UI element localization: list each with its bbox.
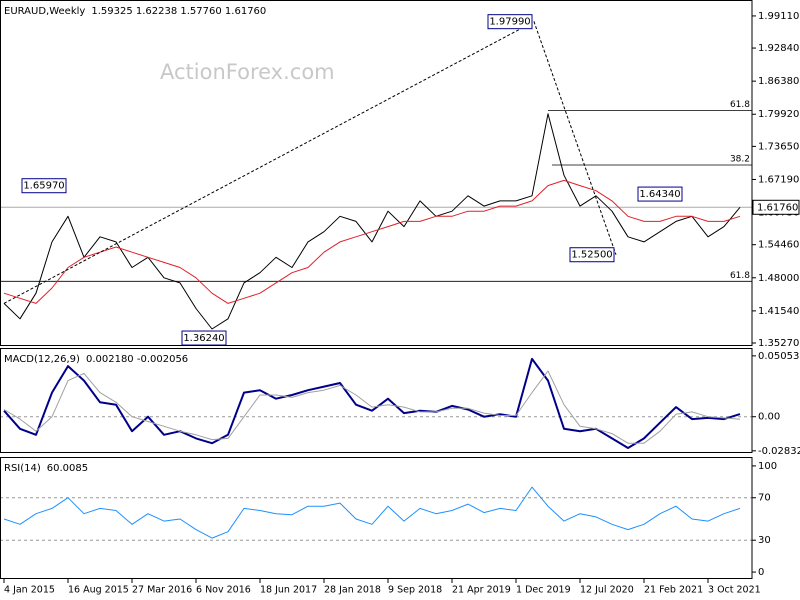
y-tick-label: 1.41540 xyxy=(758,306,799,317)
trend-line xyxy=(3,20,617,304)
subtitle: 1.59325 1.62238 1.57760 1.61760 xyxy=(91,6,266,17)
x-tick-label: 28 Jan 2018 xyxy=(324,585,381,596)
watermark: ActionForex.com xyxy=(160,60,335,84)
y-tick-label: -0.028323 xyxy=(758,446,800,457)
y-tick-label: 0 xyxy=(758,567,764,578)
y-tick-label: 0.05053 xyxy=(758,351,799,362)
series-line xyxy=(3,357,741,449)
title: EURAUD,Weekly xyxy=(4,6,85,17)
x-tick-label: 1 Dec 2019 xyxy=(516,585,571,596)
annotation-label: 1.36240 xyxy=(183,333,224,344)
x-tick-label: 16 Aug 2015 xyxy=(68,585,129,596)
y-tick-label: 1.79920 xyxy=(758,109,799,120)
fib-label: 61.8 xyxy=(730,271,750,281)
series-line xyxy=(3,113,741,330)
x-tick-label: 9 Sep 2018 xyxy=(388,585,442,596)
y-tick-label: 70 xyxy=(758,493,771,504)
label-box xyxy=(569,247,615,263)
title: MACD(12,26,9) xyxy=(4,354,80,365)
subtitle: 60.0085 xyxy=(47,463,88,474)
fib-label: 61.8 xyxy=(730,100,750,110)
series-line xyxy=(3,179,741,304)
x-tick-label: 27 Mar 2016 xyxy=(132,585,192,596)
label-box xyxy=(637,186,683,202)
annotation-label: 1.52500 xyxy=(571,250,612,261)
series-line xyxy=(3,370,741,444)
y-tick-label: 1.92840 xyxy=(758,43,799,54)
x-tick-label: 6 Nov 2016 xyxy=(196,585,251,596)
y-tick-label: 1.99110 xyxy=(758,11,799,22)
label-box xyxy=(21,178,67,194)
x-tick-label: 4 Jan 2015 xyxy=(4,585,55,596)
series-line xyxy=(3,486,741,539)
x-tick-label: 12 Jul 2020 xyxy=(580,585,634,596)
y-tick-label: 100 xyxy=(758,461,777,472)
panel-frame xyxy=(0,457,753,579)
y-tick-label: 1.73650 xyxy=(758,141,799,152)
y-tick-label: 0.00 xyxy=(758,412,780,423)
x-tick-label: 21 Apr 2019 xyxy=(452,585,511,596)
y-tick-label: 1.35270 xyxy=(758,338,799,349)
panel-frame xyxy=(0,348,753,453)
y-tick-label: 1.54460 xyxy=(758,240,799,251)
annotation-label: 1.97990 xyxy=(489,17,530,28)
fib-label: 38.2 xyxy=(730,155,750,165)
panel-title: MACD(12,26,9) 0.002180 -0.002056 xyxy=(4,354,188,365)
y-tick-label: 1.48000 xyxy=(758,273,799,284)
annotation-label: 1.65970 xyxy=(23,181,64,192)
y-tick-label: 30 xyxy=(758,535,771,546)
x-tick-label: 3 Oct 2021 xyxy=(708,585,761,596)
y-tick-label: 1.67190 xyxy=(758,174,799,185)
panel-title: RSI(14) 60.0085 xyxy=(4,463,88,474)
annotation-label: 1.64340 xyxy=(639,189,680,200)
x-tick-label: 21 Feb 2021 xyxy=(644,585,703,596)
label-box xyxy=(487,14,533,30)
y-tick-label: 1.86380 xyxy=(758,76,799,87)
subtitle: 0.002180 -0.002056 xyxy=(86,354,188,365)
last-price-label: 1.61760 xyxy=(757,202,798,213)
last-price-box xyxy=(752,199,800,215)
title: RSI(14) xyxy=(4,463,41,474)
panel-frame xyxy=(0,0,753,346)
x-tick-label: 18 Jun 2017 xyxy=(260,585,317,596)
panel-title: EURAUD,Weekly 1.59325 1.62238 1.57760 1.6… xyxy=(4,6,266,17)
